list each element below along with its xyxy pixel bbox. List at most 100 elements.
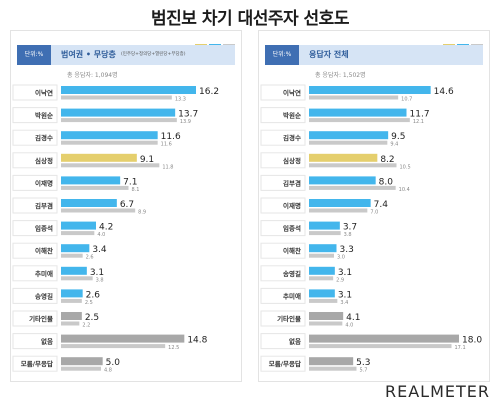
category-label-box	[12, 107, 58, 124]
value-label-primary: 3.1	[338, 268, 352, 278]
value-label-secondary: 3.4	[340, 300, 348, 306]
value-label-secondary: 13.3	[175, 97, 186, 103]
bar-primary	[309, 334, 459, 343]
bar-primary	[309, 266, 335, 275]
brand-logo: REALMETER	[385, 382, 490, 401]
bar-chart-left: 이낙연 16.2 13.3 박원순 13.713.9 김경수 11.611.6 심상정 9.1 1…	[12, 84, 219, 374]
panel-header: 단위:% 응답자 전체	[265, 45, 483, 65]
bar-primary	[309, 357, 354, 366]
category-label-box	[260, 333, 306, 350]
value-label-primary: 11.6	[161, 132, 181, 142]
bar-primary	[309, 108, 407, 117]
value-label-secondary: 12.5	[168, 345, 179, 351]
bar-primary	[61, 108, 176, 117]
bar-primary	[61, 334, 185, 343]
bar-primary	[309, 221, 340, 230]
bar-secondary	[309, 276, 334, 281]
unit-label: 단위:%	[265, 45, 299, 65]
bar-secondary	[309, 366, 357, 371]
category-label-box	[12, 242, 58, 259]
value-label-secondary: 2.5	[85, 300, 93, 306]
value-label-primary: 5.0	[106, 358, 121, 368]
category-label: 없음	[289, 337, 301, 346]
bar-primary	[61, 357, 103, 366]
category-label-box	[260, 107, 306, 124]
value-label-primary: 3.1	[338, 290, 352, 300]
category-label-box	[260, 355, 306, 372]
value-label-secondary: 3.8	[344, 232, 352, 238]
category-label-box	[12, 152, 58, 169]
bar-secondary	[61, 185, 129, 190]
panel-title: 응답자 전체	[309, 50, 349, 59]
category-label: 기타인물	[277, 314, 301, 323]
category-label-box	[12, 84, 58, 101]
category-label: 박원순	[283, 111, 301, 120]
value-label-primary: 14.8	[187, 336, 207, 346]
category-label-box	[260, 220, 306, 237]
bar-primary	[61, 86, 196, 94]
value-label-primary: 9.5	[391, 132, 405, 142]
value-label-primary: 2.6	[86, 290, 101, 300]
category-label: 모름/무응답	[21, 359, 53, 368]
category-label-box	[12, 355, 58, 372]
bar-primary	[61, 131, 158, 140]
bar-primary	[309, 131, 389, 140]
category-label-box	[260, 129, 306, 146]
value-label-secondary: 7.0	[370, 210, 378, 216]
category-label: 이낙연	[283, 88, 301, 97]
bar-secondary	[61, 231, 95, 236]
value-label-primary: 4.2	[99, 223, 113, 233]
value-label-secondary: 8.1	[132, 187, 140, 193]
category-label: 추미애	[283, 291, 301, 300]
bar-secondary	[61, 253, 83, 258]
category-label-box	[260, 84, 306, 101]
category-label-box	[12, 333, 58, 350]
bar-secondary	[61, 344, 166, 349]
bar-primary	[309, 312, 344, 320]
category-label-box	[12, 287, 58, 304]
value-label-secondary: 2.6	[86, 255, 94, 261]
value-label-primary: 18.0	[462, 336, 482, 346]
value-label-primary: 4.1	[346, 313, 360, 323]
value-label-primary: 7.1	[123, 177, 137, 187]
value-label-secondary: 9.4	[390, 142, 398, 148]
panel-header: 단위:% 범여권 • 무당층 (민주당+정의당+열린당+무당층)	[17, 45, 235, 65]
category-label: 없음	[41, 337, 53, 346]
category-label: 김부겸	[283, 178, 301, 187]
bar-primary	[309, 86, 431, 94]
bar-secondary	[309, 321, 343, 326]
category-label-box	[12, 310, 58, 327]
category-label: 송영길	[283, 269, 301, 278]
bar-primary	[61, 266, 87, 275]
value-label-secondary: 8.9	[138, 210, 146, 216]
value-label-secondary: 12.1	[413, 119, 424, 125]
value-label-secondary: 4.0	[345, 323, 353, 329]
bar-secondary	[309, 231, 341, 236]
bar-secondary	[309, 298, 338, 303]
category-label-box	[260, 287, 306, 304]
bar-secondary	[309, 208, 368, 213]
value-label-secondary: 17.1	[455, 345, 466, 351]
value-label-primary: 3.1	[90, 268, 104, 278]
bar-secondary	[309, 185, 396, 190]
panel-title: 범여권 • 무당층	[61, 50, 116, 59]
value-label-primary: 14.6	[434, 87, 454, 97]
category-label: 이해찬	[35, 246, 53, 255]
category-label: 이재명	[283, 201, 301, 210]
category-label: 이재명	[35, 178, 53, 187]
value-label-primary: 5.3	[356, 358, 370, 368]
bar-primary	[61, 289, 83, 298]
category-label-box	[260, 197, 306, 214]
category-label: 박원순	[35, 111, 53, 120]
bar-secondary	[309, 163, 397, 168]
value-label-primary: 16.2	[199, 87, 219, 97]
value-label-primary: 8.2	[380, 155, 394, 165]
bar-primary	[309, 153, 378, 162]
value-label-secondary: 13.9	[180, 119, 191, 125]
category-label-box	[12, 197, 58, 214]
value-label-primary: 9.1	[140, 155, 154, 165]
value-label-primary: 8.0	[379, 177, 394, 187]
value-label-secondary: 10.5	[400, 164, 411, 170]
value-label-secondary: 3.0	[337, 255, 345, 261]
value-label-secondary: 11.8	[162, 164, 173, 170]
